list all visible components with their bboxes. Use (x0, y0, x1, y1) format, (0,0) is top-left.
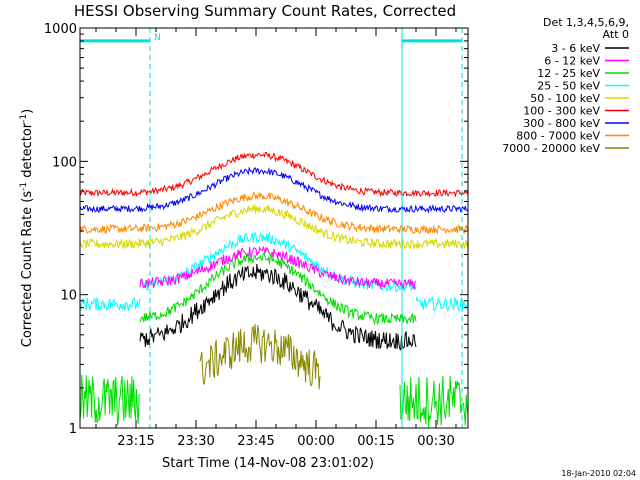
series-line-6-12kev-7 (139, 245, 417, 290)
y-tick-label-2: 100 (52, 155, 77, 170)
y-axis-label: Corrected Count Rate (s-1 detector-1) (19, 109, 35, 347)
series-line-25-50kev-4 (79, 297, 141, 311)
legend-header-detectors: Det 1,3,4,5,6,9, (543, 16, 629, 29)
legend-label-0: 3 - 6 keV (551, 42, 600, 55)
legend-label-1: 6 - 12 keV (544, 55, 600, 68)
legend-label-6: 300 - 800 keV (523, 117, 600, 130)
series-line-12-25kev-10 (79, 374, 141, 426)
series-line-7000-20000kev-12 (199, 323, 321, 390)
plot-frame (79, 27, 469, 429)
x-axis-label: Start Time (14-Nov-08 23:01:02) (162, 456, 374, 471)
x-tick-label-4: 00:15 (357, 434, 394, 449)
chart-title: HESSI Observing Summary Count Rates, Cor… (74, 2, 456, 20)
legend-label-7: 800 - 7000 keV (516, 130, 600, 143)
series-line-12-25kev-11 (399, 375, 469, 428)
series-line-12-25kev-8 (139, 252, 417, 326)
axis-layer: 23:15 23:30 23:45 00:00 00:15 00:30 1 10 100 1000 (44, 22, 468, 449)
legend-label-2: 12 - 25 keV (537, 67, 600, 80)
legend-label-4: 50 - 100 keV (530, 92, 600, 105)
y-tick-label-0: 1 (69, 422, 77, 437)
x-tick-label-2: 23:45 (237, 434, 274, 449)
series-line-25-50kev-5 (139, 231, 417, 293)
legend-header-attenuator: Att 0 (603, 28, 629, 41)
series-line-3-6kev-9 (139, 263, 417, 351)
x-tick-label-3: 00:00 (297, 434, 334, 449)
series-line-800-7000kev-2 (79, 191, 469, 235)
series-layer (79, 151, 469, 428)
series-line-300-800kev-1 (79, 166, 469, 214)
legend-label-8: 7000 - 20000 keV (502, 142, 600, 155)
series-line-50-100kev-3 (79, 204, 469, 250)
footer-date: 18-Jan-2010 02:04 (561, 469, 636, 478)
series-line-100-300kev-0 (79, 151, 469, 198)
x-tick-label-5: 00:30 (417, 434, 454, 449)
y-tick-label-1: 10 (60, 289, 77, 304)
legend-label-5: 100 - 300 keV (523, 105, 600, 118)
x-tick-label-1: 23:30 (177, 434, 214, 449)
night-label: N (154, 33, 161, 43)
x-tick-label-0: 23:15 (117, 434, 154, 449)
series-line-25-50kev-6 (415, 295, 469, 312)
y-tick-label-3: 1000 (44, 22, 77, 37)
legend-label-3: 25 - 50 keV (537, 80, 600, 93)
